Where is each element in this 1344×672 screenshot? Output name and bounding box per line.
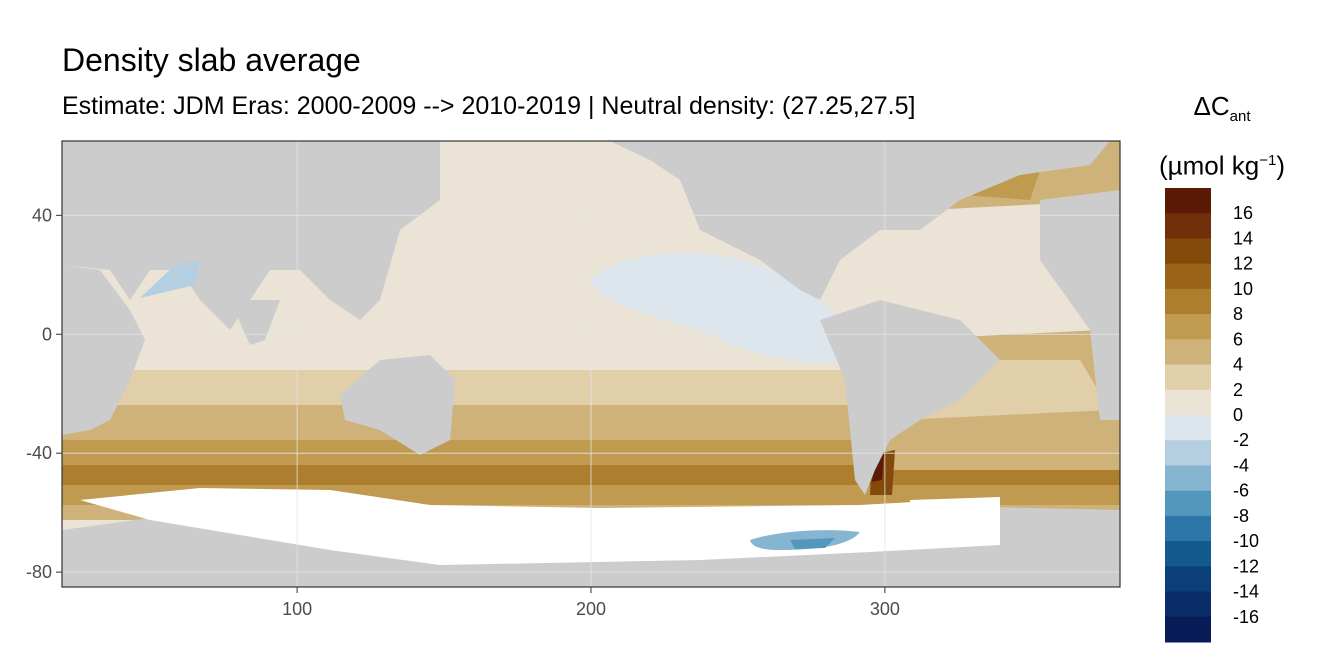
land-eurasia (62, 141, 440, 330)
legend-swatch-11 (1165, 465, 1211, 492)
legend-title-line2: (µmol kg−1) (1152, 139, 1292, 188)
legend-swatch-15 (1165, 566, 1211, 593)
chart-title: Density slab average (62, 42, 361, 78)
legend-label-0: 16 (1233, 203, 1253, 223)
y-tick-label-3: -80 (26, 562, 52, 582)
legend-swatch-2 (1165, 238, 1211, 265)
legend-title-main: ΔC (1193, 91, 1230, 121)
nodata-southern-ocean-east (910, 497, 1000, 545)
land-africa (62, 265, 145, 435)
ross-sea-core (790, 538, 835, 549)
legend-title: ΔCant (µmol kg−1) (1152, 84, 1292, 188)
grid-lines (62, 141, 1120, 587)
legend-swatch-14 (1165, 541, 1211, 567)
y-axis: 40 0 -40 -80 (26, 205, 62, 582)
legend-swatch-9 (1165, 415, 1211, 441)
legend-unit-pre: (µmol kg (1159, 150, 1260, 181)
legend-swatch-12 (1165, 490, 1211, 517)
x-axis: 100 200 300 (282, 587, 900, 619)
land-india (230, 300, 280, 345)
legend-label-6: 4 (1233, 355, 1243, 375)
red-sea-negative (140, 260, 200, 298)
legend-title-line1: ΔCant (1152, 84, 1292, 139)
legend-swatch-0 (1165, 188, 1211, 214)
legend-label-7: 2 (1233, 380, 1243, 400)
legend-label-3: 10 (1233, 279, 1253, 299)
legend-label-9: -2 (1233, 430, 1249, 450)
chart-subtitle: Estimate: JDM Eras: 2000-2009 --> 2010-2… (62, 92, 916, 120)
legend-swatch-17 (1165, 616, 1211, 643)
legend-unit-sup: −1 (1259, 152, 1277, 170)
legend-label-14: -12 (1233, 556, 1259, 576)
legend-label-10: -4 (1233, 455, 1249, 475)
legend-swatch-3 (1165, 263, 1211, 290)
y-tick-label-2: -40 (26, 443, 52, 463)
eastern-pacific-negative (590, 253, 842, 363)
legend-label-8: 0 (1233, 405, 1243, 425)
x-tick-label-2: 300 (870, 599, 900, 619)
legend-label-4: 8 (1233, 304, 1243, 324)
legend-unit-post: ) (1276, 150, 1285, 181)
legend-swatch-6 (1165, 339, 1211, 366)
legend-label-5: 6 (1233, 329, 1243, 349)
land-africa-east-wrap (1040, 190, 1120, 420)
legend-bar: 16 14 12 10 8 6 4 2 0 -2 -4 -6 -8 -10 -12 -14 -16 (1165, 188, 1259, 643)
legend-swatch-13 (1165, 515, 1211, 542)
legend-label-12: -8 (1233, 506, 1249, 526)
y-tick-label-0: 40 (32, 205, 52, 225)
legend-title-sub: ant (1229, 108, 1251, 126)
land-south-america (820, 300, 1000, 495)
y-tick-label-1: 0 (42, 324, 52, 344)
legend-label-16: -16 (1233, 607, 1259, 627)
land-north-america (610, 141, 1110, 300)
legend-label-2: 12 (1233, 254, 1253, 274)
legend-swatch-8 (1165, 389, 1211, 416)
legend-swatch-1 (1165, 213, 1211, 239)
legend-label-15: -14 (1233, 582, 1259, 602)
x-tick-label-0: 100 (282, 599, 312, 619)
land-australia (340, 355, 455, 455)
legend-swatch-10 (1165, 440, 1211, 466)
legend-swatch-7 (1165, 364, 1211, 391)
x-tick-label-1: 200 (576, 599, 606, 619)
legend-swatch-16 (1165, 591, 1211, 618)
map-panel (62, 141, 1120, 587)
legend-swatch-4 (1165, 288, 1211, 315)
legend-label-13: -10 (1233, 531, 1259, 551)
legend-label-11: -6 (1233, 481, 1249, 501)
legend-label-1: 14 (1233, 228, 1253, 248)
legend-swatch-5 (1165, 314, 1211, 340)
